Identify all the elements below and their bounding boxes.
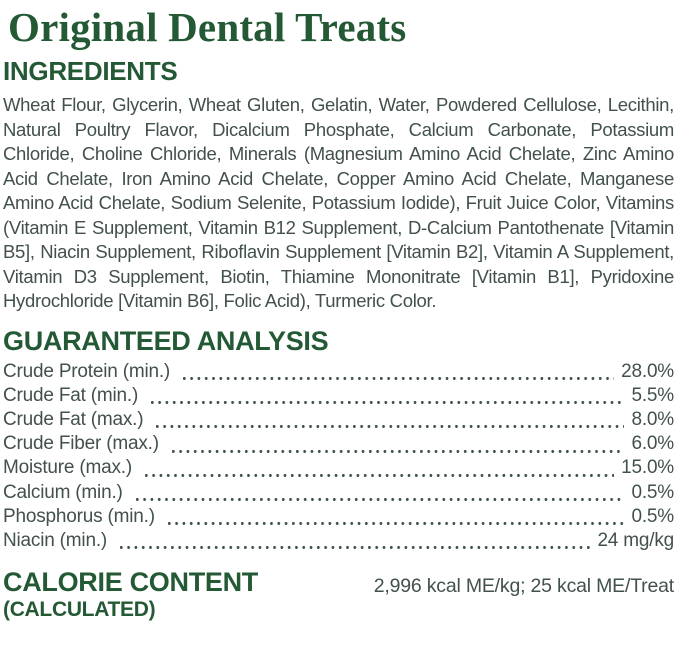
analysis-row: Crude Fiber (max.) 6.0% <box>3 432 674 457</box>
analysis-row: Crude Protein (min.) 28.0% <box>3 359 674 384</box>
calorie-heading-block: CALORIE CONTENT (CALCULATED) <box>3 568 258 621</box>
dotted-leader <box>170 432 625 457</box>
analysis-row-value: 5.5% <box>631 384 674 406</box>
analysis-row-label: Phosphorus (min.) <box>3 505 155 527</box>
analysis-row-value: 15.0% <box>621 457 674 479</box>
dotted-leader <box>182 359 615 384</box>
analysis-row: Crude Fat (min.) 5.5% <box>3 383 674 408</box>
dotted-leader <box>134 480 625 505</box>
analysis-row-value: 28.0% <box>621 360 674 382</box>
calorie-content-heading: CALORIE CONTENT <box>3 567 258 598</box>
dotted-leader <box>143 456 615 481</box>
analysis-row-label: Calcium (min.) <box>3 481 123 503</box>
page-title: Original Dental Treats <box>8 4 407 50</box>
guaranteed-analysis-section: GUARANTEED ANALYSIS Crude Protein (min.)… <box>3 327 674 554</box>
calorie-content-section: CALORIE CONTENT (CALCULATED) 2,996 kcal … <box>3 568 674 621</box>
guaranteed-analysis-table: Crude Protein (min.) 28.0% Crude Fat (mi… <box>3 359 674 554</box>
analysis-row-value: 24 mg/kg <box>597 529 674 551</box>
analysis-row-label: Crude Protein (min.) <box>3 360 171 382</box>
calorie-content-value: 2,996 kcal ME/kg; 25 kcal ME/Treat <box>373 575 674 598</box>
dotted-leader <box>155 407 625 433</box>
calorie-calculated-label: (CALCULATED) <box>3 598 156 622</box>
ingredients-section: INGREDIENTS Wheat Flour, Glycerin, Wheat… <box>3 58 674 314</box>
dotted-leader <box>150 383 625 408</box>
analysis-row-label: Crude Fat (max.) <box>3 408 144 430</box>
analysis-row-label: Crude Fat (min.) <box>3 384 139 406</box>
analysis-row-value: 8.0% <box>631 408 674 430</box>
analysis-row-label: Niacin (min.) <box>3 529 108 551</box>
ingredients-text: Wheat Flour, Glycerin, Wheat Gluten, Gel… <box>3 94 674 311</box>
analysis-row-value: 6.0% <box>631 433 674 455</box>
analysis-row-value: 0.5% <box>631 505 674 527</box>
dotted-leader <box>119 528 591 554</box>
analysis-row-value: 0.5% <box>631 481 674 503</box>
analysis-row: Crude Fat (max.) 8.0% <box>3 407 674 433</box>
analysis-row: Phosphorus (min.) 0.5% <box>3 504 674 529</box>
analysis-row-label: Moisture (max.) <box>3 457 132 479</box>
dotted-leader <box>166 504 625 529</box>
analysis-row: Calcium (min.) 0.5% <box>3 480 674 505</box>
guaranteed-analysis-heading: GUARANTEED ANALYSIS <box>3 325 329 356</box>
analysis-row-label: Crude Fiber (max.) <box>3 433 159 455</box>
ingredients-heading: INGREDIENTS <box>3 56 178 86</box>
analysis-row: Moisture (max.) 15.0% <box>3 456 674 481</box>
analysis-row: Niacin (min.) 24 mg/kg <box>3 528 674 554</box>
